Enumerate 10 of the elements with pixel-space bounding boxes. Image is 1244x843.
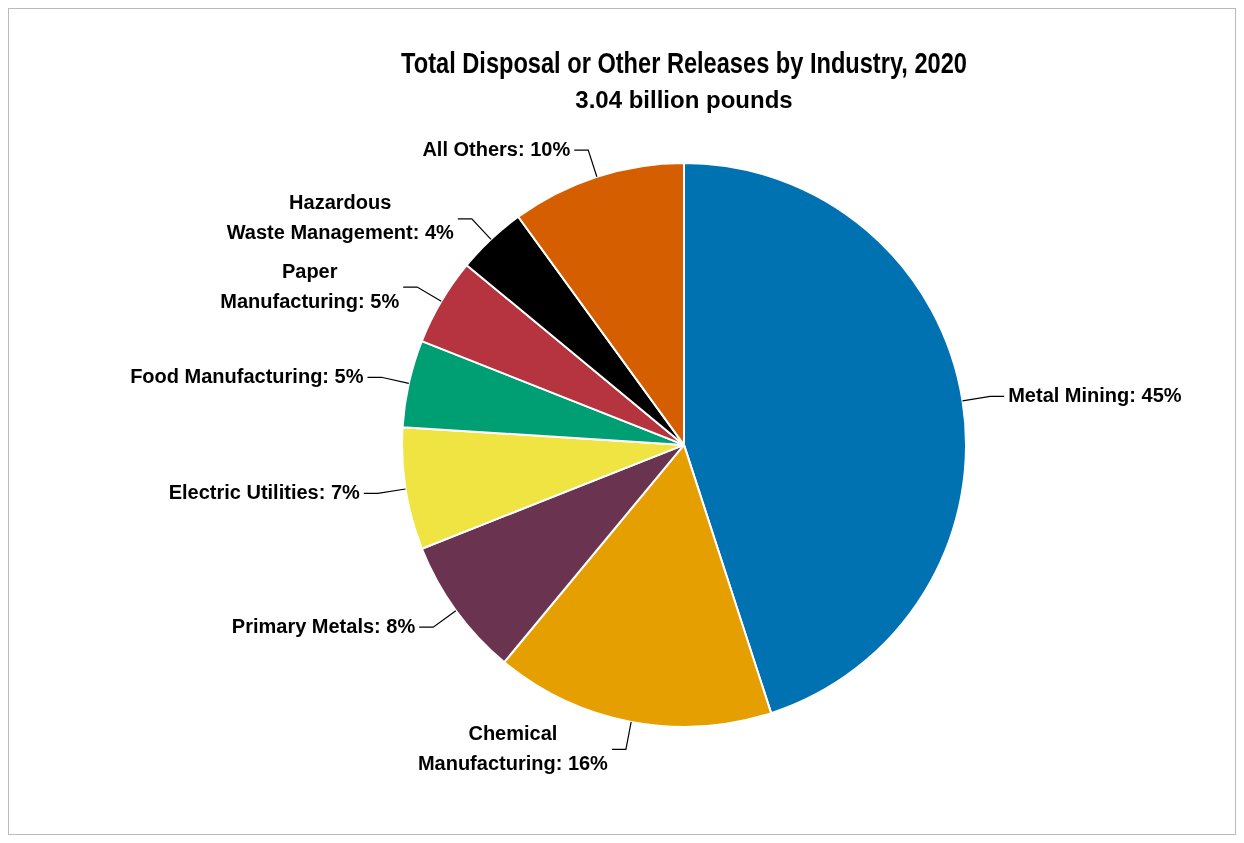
slice-label: All Others: 10% [422,137,571,160]
slice-label: Metal Mining: 45% [1008,383,1182,406]
slice-label: Hazardous Waste Management: 4% [226,191,455,244]
slice-label: Paper Manufacturing: 5% [220,259,400,312]
chart-subtitle: 3.04 billion pounds [575,86,793,114]
slice-label: Primary Metals: 8% [231,614,416,637]
slice-label: Food Manufacturing: 5% [130,364,364,387]
slice-label: Electric Utilities: 7% [168,480,361,503]
chart-title: Total Disposal or Other Releases by Industry, 2020 [401,46,967,80]
slice-label: Chemical Manufacturing: 16% [417,721,609,774]
